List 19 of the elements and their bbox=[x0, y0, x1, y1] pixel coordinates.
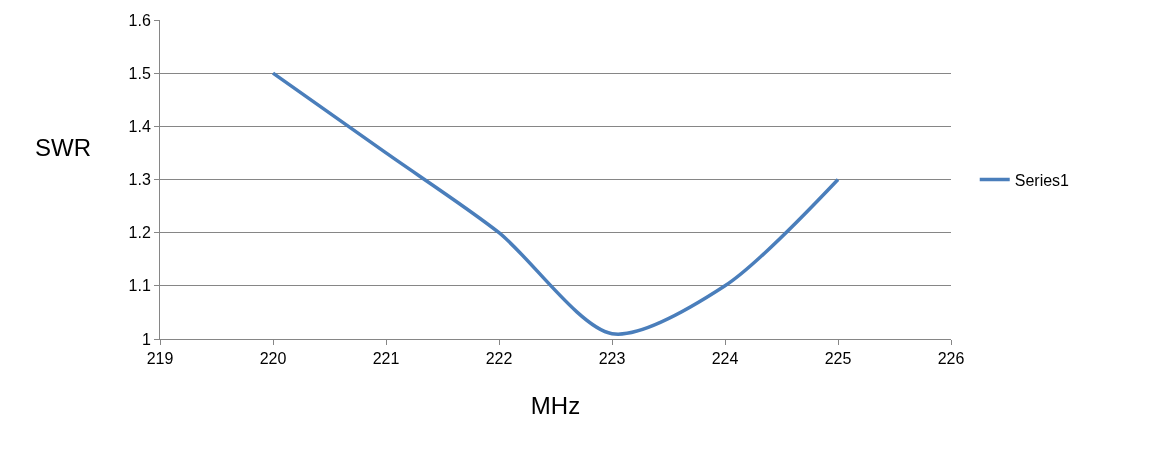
y-tick-label: 1.4 bbox=[128, 117, 151, 135]
x-axis-title: MHz bbox=[530, 391, 581, 419]
x-tick-label: 226 bbox=[937, 350, 965, 368]
x-tick-label: 222 bbox=[485, 350, 513, 368]
x-tick-label: 223 bbox=[598, 350, 626, 368]
x-tick-label: 219 bbox=[146, 350, 174, 368]
x-tick-label: 224 bbox=[711, 350, 739, 368]
y-axis-title: SWR bbox=[35, 134, 91, 161]
line-series bbox=[271, 71, 840, 336]
y-tick-label: 1.6 bbox=[128, 11, 151, 29]
x-tick-label: 220 bbox=[259, 350, 287, 368]
y-tick-label: 1.2 bbox=[128, 224, 151, 242]
legend-label: Series1 bbox=[1014, 171, 1070, 189]
x-tick-label: 225 bbox=[824, 350, 852, 368]
x-tick-label: 221 bbox=[372, 350, 400, 368]
y-tick-label: 1 bbox=[141, 330, 151, 348]
y-tick-label: 1.3 bbox=[128, 171, 151, 189]
y-tick-label: 1.5 bbox=[128, 64, 151, 82]
y-tick-label: 1.1 bbox=[128, 277, 151, 295]
